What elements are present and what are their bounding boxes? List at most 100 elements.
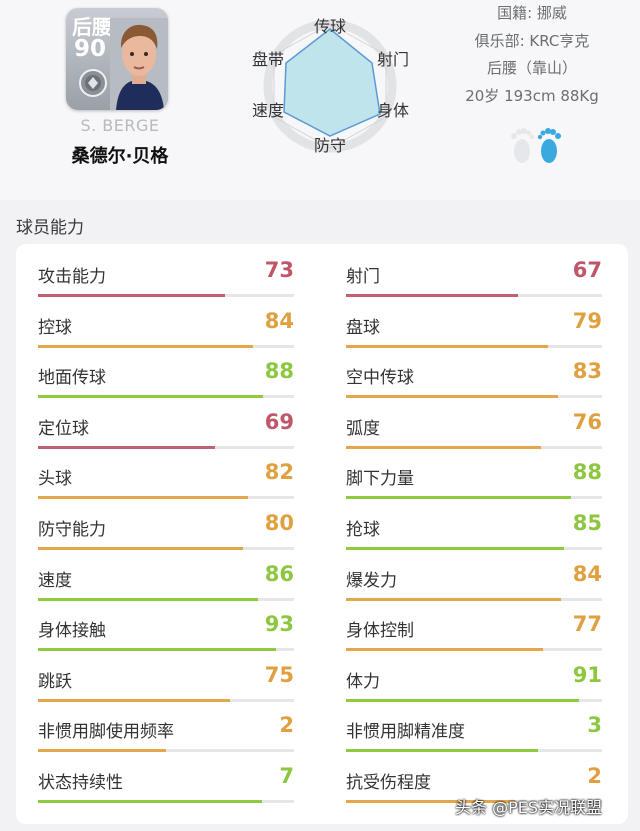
- stat-value: 84: [572, 561, 602, 586]
- stat-label: 头球: [38, 469, 72, 490]
- stat-value: 69: [264, 409, 294, 434]
- radar-label-shooting: 射门: [377, 50, 409, 69]
- stat-bar-fill: [346, 698, 579, 702]
- stat-row: 跳跃 75: [38, 655, 294, 705]
- stat-bar-track: [346, 496, 602, 500]
- stat-row: 非惯用脚使用频率 2: [38, 705, 294, 755]
- stat-bar-track: [346, 800, 602, 803]
- stat-row: 定位球 69: [38, 402, 294, 452]
- stat-label: 防守能力: [38, 520, 106, 540]
- player-card[interactable]: 后腰 90: [66, 8, 168, 110]
- stat-bar-fill: [346, 648, 544, 652]
- stat-value: 93: [264, 612, 294, 637]
- stat-bar-track: [38, 496, 294, 500]
- player-photo: [110, 18, 168, 110]
- section-title: 球员能力: [16, 218, 84, 238]
- radar-label-passing: 传球: [314, 17, 346, 36]
- stat-bar-track: [346, 597, 602, 601]
- stat-row: 空中传球 83: [346, 351, 602, 401]
- player-header: 后腰 90 S. BERGE 桑德尔·贝格 传球 射门 身体 防守 速度 盘带: [0, 0, 640, 200]
- stat-bar-fill: [346, 496, 572, 500]
- stat-bar-track: [38, 800, 294, 803]
- stat-bar-fill: [38, 800, 262, 803]
- stat-label: 非惯用脚使用频率: [38, 722, 174, 743]
- stat-value: 75: [264, 662, 294, 687]
- stat-bar-fill: [346, 749, 538, 753]
- stat-bar-track: [346, 648, 602, 652]
- stat-row: 速度 86: [38, 554, 294, 604]
- stat-bar-fill: [346, 547, 564, 550]
- stat-bar-track: [346, 547, 602, 550]
- stat-row: 攻击能力 73: [38, 250, 294, 300]
- stat-bar-fill: [38, 294, 225, 297]
- attribute-radar-chart: 传球 射门 身体 防守 速度 盘带: [252, 17, 409, 155]
- stat-label: 抢球: [346, 520, 380, 540]
- stat-bar-fill: [38, 648, 277, 652]
- left-foot-icon: [511, 128, 535, 163]
- nationality-text: 国籍: 挪威: [497, 4, 567, 22]
- radar-label-dribbling: 盘带: [252, 50, 284, 69]
- stat-value: 80: [264, 511, 294, 535]
- role-text: 后腰（靠山）: [486, 59, 577, 77]
- player-info: 国籍: 挪威 俱乐部: KRC亨克 后腰（靠山） 20岁 193cm 88Kg: [452, 0, 612, 110]
- stat-label: 身体接触: [38, 621, 106, 642]
- stat-bar-track: [38, 445, 294, 449]
- player-overall-rating: 90: [74, 36, 107, 62]
- radar-shape: [283, 28, 381, 137]
- stat-value: 7: [279, 764, 294, 788]
- player-position: 后腰: [72, 15, 112, 39]
- right-foot-icon: [537, 128, 561, 163]
- stat-label: 体力: [346, 671, 380, 692]
- stat-bar-fill: [346, 445, 541, 449]
- stat-row: 非惯用脚精准度 3: [346, 705, 602, 755]
- watermark-text: 头条 @PES实况联盟: [455, 798, 603, 817]
- stat-bar-track: [346, 344, 602, 348]
- player-name-chinese: 桑德尔·贝格: [71, 146, 169, 167]
- stat-bar-track: [38, 294, 294, 297]
- player-name-english: S. BERGE: [80, 116, 160, 135]
- stat-value: 73: [264, 258, 294, 282]
- stat-bar-fill: [38, 749, 166, 753]
- stat-bar-fill: [38, 445, 215, 449]
- physical-text: 20岁 193cm 88Kg: [465, 86, 599, 105]
- stat-bar-fill: [346, 597, 562, 601]
- stat-label: 抗受伤程度: [346, 773, 431, 793]
- stat-label: 空中传球: [346, 368, 414, 389]
- stat-row: 盘球 79: [346, 301, 602, 351]
- stat-value: 76: [572, 409, 602, 434]
- stat-bar-track: [346, 749, 602, 753]
- preferred-foot-icon: [511, 128, 561, 163]
- stat-bar-track: [38, 597, 294, 601]
- stat-label: 定位球: [38, 418, 89, 439]
- stat-bar-track: [38, 749, 294, 753]
- stat-label: 射门: [346, 267, 380, 287]
- stat-row: 脚下力量 88: [346, 452, 602, 502]
- stat-label: 非惯用脚精准度: [346, 722, 465, 743]
- stat-value: 77: [572, 612, 602, 637]
- stat-row: 抢球 85: [346, 503, 602, 553]
- radar-label-physical: 身体: [377, 101, 409, 120]
- stat-row: 身体控制 77: [346, 604, 602, 654]
- stat-bar-track: [38, 344, 294, 348]
- stat-row: 身体接触 93: [38, 604, 294, 654]
- club-emblem-icon: [79, 69, 107, 97]
- stat-bar-fill: [346, 395, 559, 399]
- stat-value: 84: [264, 308, 294, 333]
- stat-bar-track: [38, 547, 294, 550]
- stat-row: 防守能力 80: [38, 503, 294, 553]
- stat-row: 射门 67: [346, 250, 602, 300]
- stat-value: 91: [572, 662, 602, 687]
- stat-label: 盘球: [346, 317, 380, 338]
- stat-bar-fill: [38, 496, 248, 500]
- stat-bar-fill: [346, 294, 518, 297]
- stat-label: 身体控制: [346, 621, 414, 642]
- stat-value: 2: [279, 713, 294, 738]
- stat-value: 2: [587, 764, 602, 788]
- stat-bar-fill: [38, 597, 259, 601]
- stat-bar-track: [346, 698, 602, 702]
- radar-grid: [273, 23, 387, 149]
- stat-bar-fill: [346, 800, 515, 803]
- stat-value: 67: [572, 258, 602, 282]
- stat-bar-track: [346, 294, 602, 297]
- stat-value: 88: [264, 359, 294, 384]
